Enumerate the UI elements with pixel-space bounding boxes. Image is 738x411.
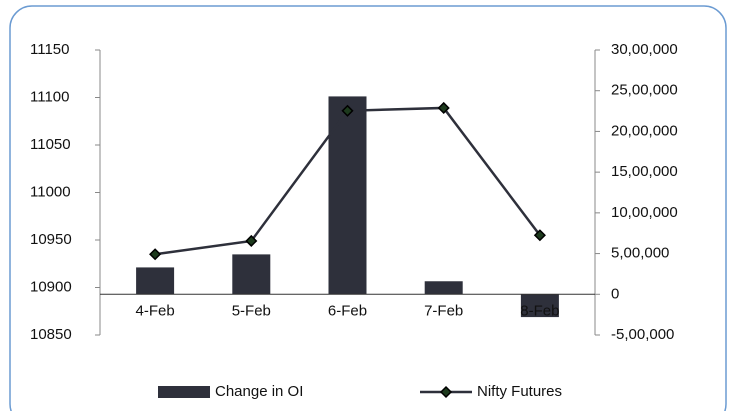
y2-tick-label: 5,00,000 xyxy=(611,245,669,262)
y-tick-label: 10900 xyxy=(30,278,72,295)
marker xyxy=(341,104,354,117)
legend-label: Nifty Futures xyxy=(477,383,562,400)
marker xyxy=(149,248,162,261)
legend-label: Change in OI xyxy=(215,383,303,400)
legend-swatch xyxy=(158,386,210,398)
bar xyxy=(232,254,271,295)
y-tick-label: 11050 xyxy=(30,136,71,153)
y-tick-label: 10950 xyxy=(30,231,72,248)
x-tick-label: 4-Feb xyxy=(136,302,175,319)
marker xyxy=(437,101,450,115)
bar xyxy=(424,281,463,295)
y-tick-label: 11150 xyxy=(30,41,70,58)
y2-tick-label: 0 xyxy=(611,285,619,302)
bar xyxy=(328,96,367,295)
y2-tick-label: 10,00,000 xyxy=(611,204,678,221)
marker xyxy=(533,229,546,242)
y2-tick-label: 30,00,000 xyxy=(611,41,678,58)
marker xyxy=(245,234,258,248)
y-tick-label: 10850 xyxy=(30,326,72,343)
y-tick-label: 11100 xyxy=(30,88,70,105)
y2-tick-label: 25,00,000 xyxy=(611,82,678,99)
y2-tick-label: -5,00,000 xyxy=(611,326,674,343)
x-tick-label: 8-Feb xyxy=(520,302,559,319)
bar xyxy=(520,294,559,318)
x-tick-label: 7-Feb xyxy=(424,302,463,319)
y-tick-label: 11000 xyxy=(30,183,71,200)
y2-tick-label: 15,00,000 xyxy=(611,163,678,180)
bar xyxy=(136,267,175,295)
x-tick-label: 6-Feb xyxy=(328,302,367,319)
legend-marker xyxy=(439,385,453,399)
x-tick-label: 5-Feb xyxy=(232,302,271,319)
y2-tick-label: 20,00,000 xyxy=(611,122,678,139)
